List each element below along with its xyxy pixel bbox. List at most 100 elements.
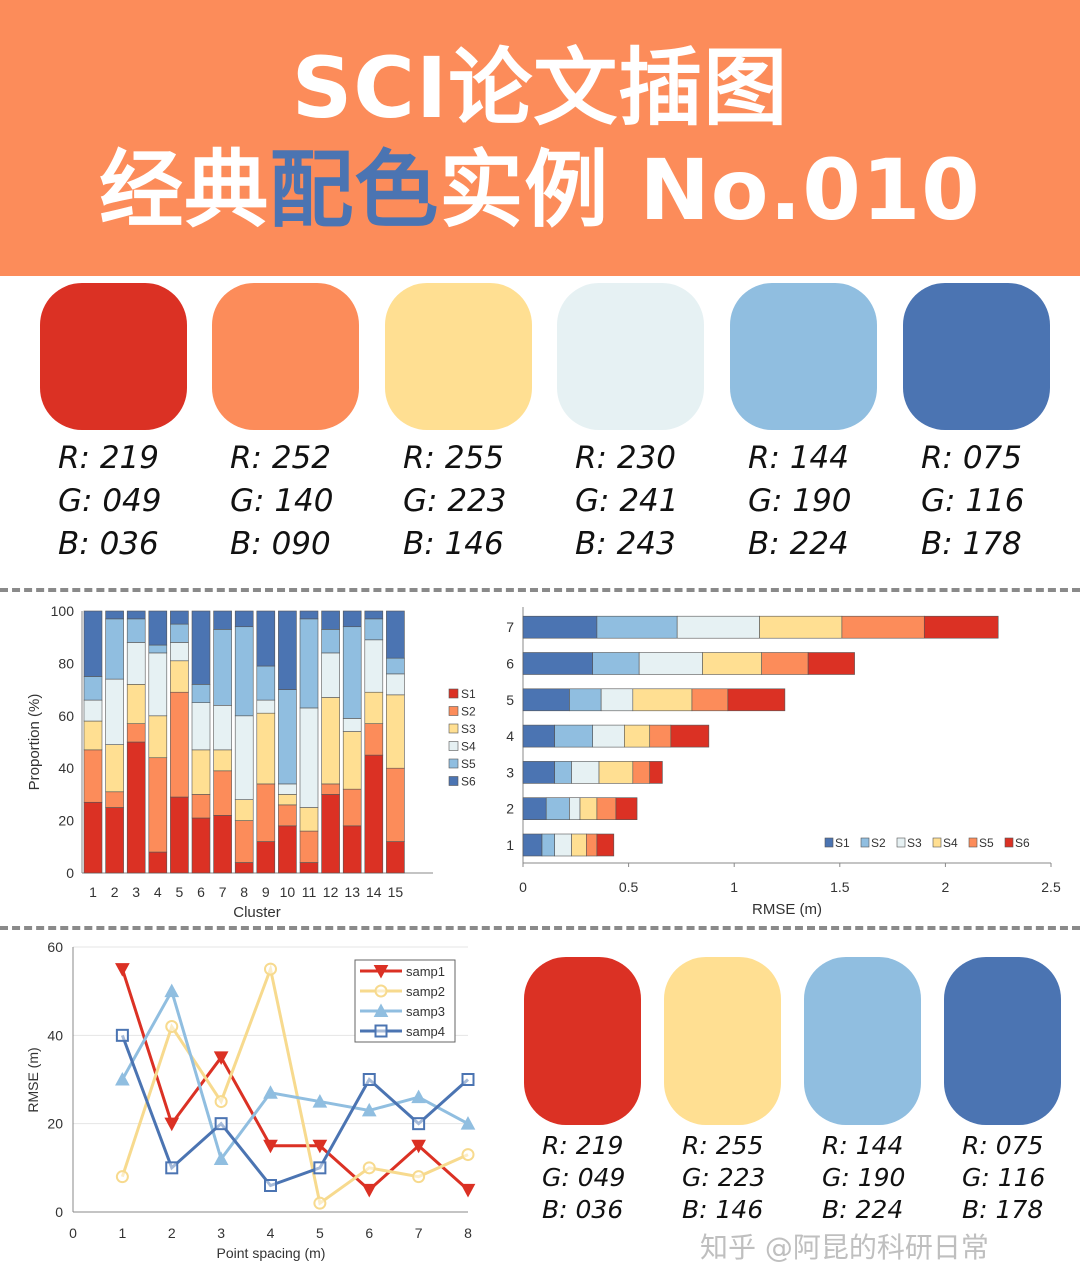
point-samp4 xyxy=(461,1073,475,1086)
y-tick-label: 5 xyxy=(506,692,514,708)
line-samp4 xyxy=(120,1034,470,1188)
bar-segment-S6 xyxy=(727,688,786,712)
legend-swatch xyxy=(896,837,906,848)
bar-segment-S5 xyxy=(321,629,340,654)
bar-segment-S5 xyxy=(691,688,729,712)
bar-segment-S3 xyxy=(299,807,319,832)
legend-marker xyxy=(373,965,389,979)
point-samp2 xyxy=(115,1170,129,1184)
bar-segment-S5 xyxy=(256,665,276,701)
y-tick-label: 80 xyxy=(58,655,74,671)
bar-segment-S5 xyxy=(170,623,189,643)
point-samp2 xyxy=(264,962,277,976)
y-tick-label: 100 xyxy=(51,603,75,619)
point-samp3 xyxy=(312,1094,328,1108)
x-tick-label: 12 xyxy=(323,884,339,900)
legend-label: S5 xyxy=(461,757,476,771)
y-tick-label: 1 xyxy=(506,837,514,853)
x-tick-label: 14 xyxy=(366,884,382,900)
point-samp3 xyxy=(361,1102,377,1117)
point-samp1 xyxy=(115,963,130,977)
bar-segment-S5 xyxy=(278,689,297,785)
bar-segment-S3 xyxy=(676,615,760,639)
bar-segment-S2 xyxy=(545,797,570,821)
bar-segment-S5 xyxy=(83,676,103,701)
bar-segment-S3 xyxy=(386,694,405,769)
bar-segment-S4 xyxy=(598,761,634,784)
legend-marker xyxy=(374,984,388,998)
bar-segment-S4 xyxy=(624,724,651,748)
point-samp3 xyxy=(411,1089,426,1104)
bar-segment-S1 xyxy=(522,797,547,821)
bar-segment-S6 xyxy=(321,610,340,630)
point-samp1 xyxy=(361,1183,377,1198)
color-swatch xyxy=(212,283,359,430)
bar-segment-S4 xyxy=(148,652,168,717)
divider xyxy=(0,926,1080,930)
rgb-values: R: 219 G: 049 B: 036 xyxy=(542,1130,625,1226)
rgb-g: G: 049 xyxy=(542,1163,626,1192)
x-axis-label: Point spacing (m) xyxy=(217,1245,326,1261)
x-tick-label: 1 xyxy=(89,884,97,900)
bar-segment-S3 xyxy=(278,794,297,806)
y-axis-label: RMSE (m) xyxy=(25,1047,41,1112)
rgb-g: G: 223 xyxy=(682,1163,766,1192)
bar-segment-S2 xyxy=(213,770,232,816)
bar-segment-S1 xyxy=(299,862,319,874)
title-line-2: 经典配色实例 No.010 xyxy=(0,140,1080,240)
bar-segment-S2 xyxy=(554,761,572,784)
rgb-values: R: 144 G: 190 B: 224 xyxy=(748,437,852,566)
rgb-r: R: 144 xyxy=(822,1131,904,1160)
bar-segment-S2 xyxy=(83,749,103,803)
bar-segment-S5 xyxy=(299,618,319,709)
bar-segment-S4 xyxy=(386,673,405,696)
x-tick-label: 2.5 xyxy=(1041,879,1061,895)
color-swatch xyxy=(524,957,641,1125)
bar-segment-S6 xyxy=(126,610,146,620)
line-samp1 xyxy=(120,968,470,1192)
legend-label: samp3 xyxy=(406,1004,445,1019)
point-samp1 xyxy=(411,1139,426,1154)
y-tick-label: 4 xyxy=(506,728,514,744)
color-swatch xyxy=(385,283,532,430)
x-tick-label: 0 xyxy=(519,879,527,895)
bar-segment-S1 xyxy=(522,615,598,639)
bar-segment-S4 xyxy=(702,652,762,675)
bar-segment-S6 xyxy=(649,761,663,784)
legend-label: S6 xyxy=(461,775,476,789)
bar-segment-S4 xyxy=(278,783,297,795)
rgb-values: R: 230 G: 241 B: 243 xyxy=(575,437,679,566)
x-axis-label: RMSE (m) xyxy=(752,901,822,918)
bar-segment-S6 xyxy=(170,610,189,625)
bar-segment-S3 xyxy=(364,691,384,724)
rgb-values: R: 075 G: 116 B: 178 xyxy=(921,437,1025,566)
point-samp2 xyxy=(412,1170,426,1184)
rgb-values: R: 075 G: 116 B: 178 xyxy=(962,1130,1045,1226)
y-tick-label: 20 xyxy=(58,813,74,829)
x-tick-label: 8 xyxy=(464,1225,472,1241)
point-samp4 xyxy=(165,1161,179,1175)
rgb-g: G: 241 xyxy=(575,483,679,519)
bar-segment-S5 xyxy=(342,626,362,719)
bar-segment-S1 xyxy=(278,825,297,874)
bar-segment-S2 xyxy=(364,723,384,756)
x-tick-label: 11 xyxy=(302,884,317,900)
bar-segment-S3 xyxy=(638,652,703,675)
rgb-g: G: 190 xyxy=(822,1163,906,1192)
bar-segment-S2 xyxy=(386,767,405,842)
legend-label: S6 xyxy=(1015,836,1030,850)
bar-segment-S5 xyxy=(386,657,405,675)
legend-swatch xyxy=(1004,837,1014,848)
legend-swatch xyxy=(448,723,459,734)
bar-segment-S4 xyxy=(571,833,587,857)
x-tick-label: 6 xyxy=(365,1225,373,1241)
y-tick-label: 20 xyxy=(47,1116,63,1132)
bar-segment-S3 xyxy=(600,688,634,712)
x-tick-label: 3 xyxy=(132,884,140,900)
legend-swatch xyxy=(448,741,459,751)
color-swatch xyxy=(903,283,1050,430)
bar-segment-S3 xyxy=(234,799,254,821)
x-tick-label: 5 xyxy=(176,884,184,900)
bar-segment-S3 xyxy=(256,712,276,785)
